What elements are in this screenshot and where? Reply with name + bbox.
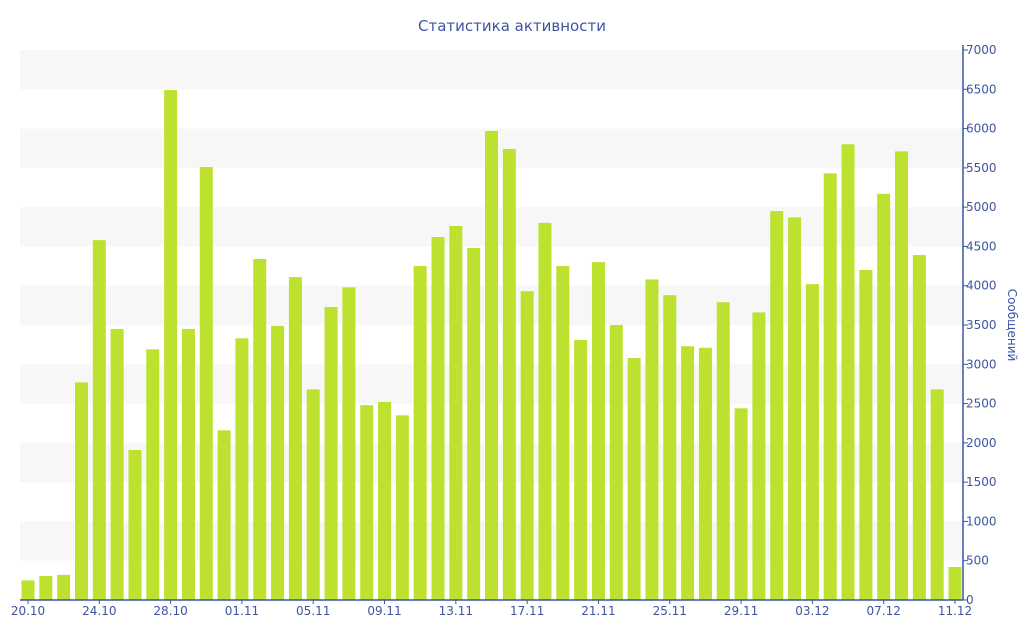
bar-03.11 (271, 325, 285, 600)
bar-28.11 (716, 302, 730, 600)
x-tick-label: 28.10 (153, 604, 187, 618)
bar-04.11 (288, 277, 302, 600)
x-tick-label: 20.10 (11, 604, 45, 618)
bar-23.11 (627, 358, 641, 600)
y-tick-label: 2000 (966, 436, 997, 450)
bar-19.11 (556, 266, 570, 600)
bar-22.11 (609, 325, 623, 600)
bar-09.12 (912, 255, 926, 601)
bar-02.11 (253, 259, 267, 600)
bar-31.10 (217, 430, 231, 600)
x-tick-label: 01.11 (225, 604, 259, 618)
bar-14.11 (467, 248, 481, 600)
bar-03.12 (805, 284, 819, 600)
bar-11.11 (413, 266, 427, 600)
bar-07.11 (342, 287, 356, 600)
bar-07.12 (877, 193, 891, 601)
chart-title: Статистика активности (418, 17, 606, 35)
bar-27.11 (698, 347, 712, 600)
x-tick-label: 25.11 (653, 604, 687, 618)
bar-06.11 (324, 306, 338, 600)
bar-08.11 (360, 405, 374, 600)
bar-26.10 (128, 449, 142, 600)
x-tick-label: 13.11 (439, 604, 473, 618)
y-tick-label: 1000 (966, 514, 997, 528)
y-axis-label: Сообщений (1005, 289, 1019, 362)
y-tick-label: 1500 (966, 475, 997, 489)
bar-27.10 (146, 349, 160, 600)
bar-06.12 (859, 270, 873, 600)
y-tick-label: 3500 (966, 318, 997, 332)
bar-15.11 (485, 130, 498, 600)
bar-30.10 (199, 167, 213, 601)
bar-11.12 (948, 567, 962, 600)
x-tick-label: 07.12 (867, 604, 901, 618)
bar-05.12 (841, 144, 855, 601)
y-tick-label: 6000 (966, 122, 997, 136)
bar-10.11 (395, 415, 409, 600)
bar-02.12 (788, 217, 802, 600)
bar-01.11 (235, 338, 249, 600)
bar-10.12 (930, 389, 944, 600)
bar-30.11 (752, 312, 766, 600)
bar-26.11 (681, 346, 695, 600)
bar-20.11 (574, 339, 588, 600)
bar-12.11 (431, 237, 445, 600)
x-tick-label: 29.11 (724, 604, 758, 618)
bar-22.10 (57, 574, 71, 600)
bar-13.11 (449, 226, 463, 600)
y-tick-label: 0 (966, 593, 974, 607)
bar-05.11 (306, 389, 320, 600)
bar-24.10 (92, 240, 106, 600)
y-tick-label: 500 (966, 554, 989, 568)
bar-01.12 (770, 211, 784, 601)
bar-29.11 (734, 408, 748, 600)
x-tick-label: 09.11 (367, 604, 401, 618)
bar-09.11 (378, 402, 392, 600)
y-tick-label: 7000 (966, 43, 997, 57)
bar-29.10 (181, 328, 195, 600)
bar-23.10 (74, 382, 88, 600)
bar-16.11 (502, 149, 516, 600)
bar-17.11 (520, 291, 534, 600)
y-tick-label: 6500 (966, 82, 997, 96)
grid-band (20, 50, 963, 90)
x-tick-label: 03.12 (795, 604, 829, 618)
bar-25.11 (663, 295, 677, 600)
y-tick-label: 4000 (966, 279, 997, 293)
y-tick-label: 2500 (966, 397, 997, 411)
bar-20.10 (21, 580, 35, 600)
y-tick-label: 4500 (966, 239, 997, 253)
y-tick-label: 3000 (966, 357, 997, 371)
x-tick-label: 05.11 (296, 604, 330, 618)
x-tick-label: 21.11 (581, 604, 615, 618)
bar-21.11 (591, 262, 605, 600)
x-tick-label: 24.10 (82, 604, 116, 618)
bar-24.11 (645, 279, 659, 600)
x-tick-label: 11.12 (938, 604, 972, 618)
bar-18.11 (538, 222, 552, 600)
bar-28.10 (164, 90, 178, 601)
x-tick-label: 17.11 (510, 604, 544, 618)
y-tick-label: 5500 (966, 161, 997, 175)
bar-08.12 (895, 151, 909, 600)
y-tick-label: 5000 (966, 200, 997, 214)
bar-21.10 (39, 576, 53, 600)
bar-04.12 (823, 173, 837, 600)
bar-25.10 (110, 328, 124, 600)
